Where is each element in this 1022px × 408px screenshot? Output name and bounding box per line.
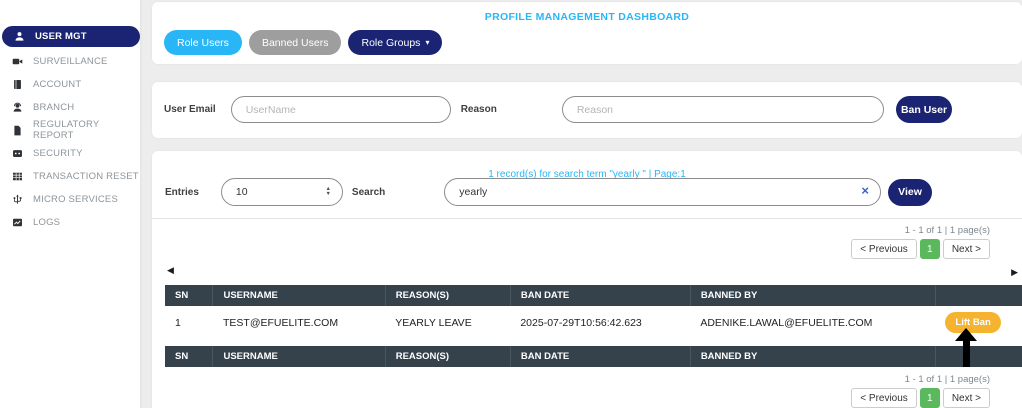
lift-ban-button[interactable]: Lift Ban	[945, 312, 1001, 333]
sidebar-item-user-mgt[interactable]: USER MGT	[2, 26, 140, 47]
security-icon	[12, 148, 23, 159]
clear-search-icon[interactable]: ×	[861, 183, 869, 198]
col-username: USERNAME	[212, 285, 386, 306]
file-icon	[12, 125, 23, 136]
page-number-button[interactable]: 1	[919, 388, 940, 408]
sidebar-item-label: USER MGT	[35, 31, 87, 42]
spinner-icon: ▲ ▼	[325, 186, 331, 197]
sidebar-item-account[interactable]: ACCOUNT	[0, 73, 140, 95]
sidebar-item-logs[interactable]: LOGS	[0, 211, 140, 233]
sidebar-item-transaction-reset[interactable]: TRANSACTION RESET	[0, 165, 140, 187]
table-footer-row: SN USERNAME REASON(S) BAN DATE BANNED BY	[165, 339, 1022, 367]
cell-reason: YEARLY LEAVE	[385, 306, 511, 343]
reason-field[interactable]	[561, 96, 884, 124]
banned-users-table: SN USERNAME REASON(S) BAN DATE BANNED BY…	[165, 285, 1022, 367]
header-card: PROFILE MANAGEMENT DASHBOARD Role Users …	[152, 2, 1022, 64]
col-reasons: REASON(S)	[385, 285, 511, 306]
pagination-summary: 1 - 1 of 1 | 1 page(s)	[904, 374, 990, 385]
grid-icon	[12, 171, 23, 182]
search-input[interactable]	[444, 178, 881, 206]
page-number-button[interactable]: 1	[919, 239, 940, 259]
pagination-bottom: 1 - 1 of 1 | 1 page(s) < Previous 1 Next…	[165, 374, 1022, 408]
annotation-arrow-up	[955, 328, 977, 367]
entries-select[interactable]: 10 ▲ ▼	[220, 178, 343, 206]
section-divider	[152, 218, 1022, 219]
col-banned-by: BANNED BY	[690, 285, 936, 306]
user-email-field[interactable]	[230, 96, 451, 124]
sidebar-item-regulatory-report[interactable]: REGULATORY REPORT	[0, 119, 140, 141]
sidebar-item-label: SECURITY	[33, 147, 83, 159]
scroll-left-icon[interactable]: ◀	[167, 265, 174, 275]
ban-user-form: User Email Reason Ban User	[152, 81, 1022, 138]
search-label: Search	[351, 186, 386, 198]
pagination-summary: 1 - 1 of 1 | 1 page(s)	[904, 225, 990, 236]
camera-icon	[12, 56, 23, 67]
sidebar-item-label: TRANSACTION RESET	[33, 170, 139, 182]
sidebar-item-surveillance[interactable]: SURVEILLANCE	[0, 50, 140, 72]
sidebar-item-label: REGULATORY REPORT	[33, 119, 100, 141]
view-button[interactable]: View	[888, 178, 932, 206]
book-icon	[12, 79, 23, 90]
cell-username: TEST@EFUELITE.COM	[212, 306, 386, 343]
entries-select-value: 10	[235, 186, 248, 198]
banned-users-button[interactable]: Banned Users	[248, 30, 342, 55]
user-icon	[14, 31, 25, 42]
search-field-wrap: ×	[444, 178, 881, 206]
reason-label: Reason	[460, 104, 497, 116]
sidebar-item-label: SURVEILLANCE	[33, 55, 108, 67]
sidebar-item-micro-services[interactable]: MICRO SERVICES	[0, 188, 140, 210]
sidebar-item-security[interactable]: SECURITY	[0, 142, 140, 164]
next-page-button[interactable]: Next >	[942, 239, 990, 259]
role-users-button[interactable]: Role Users	[164, 30, 242, 55]
sidebar-item-branch[interactable]: BRANCH	[0, 96, 140, 118]
table-header-row: SN USERNAME REASON(S) BAN DATE BANNED BY	[165, 285, 1022, 306]
pagination-top: 1 - 1 of 1 | 1 page(s) < Previous 1 Next…	[165, 225, 1022, 259]
sidebar-item-label: MICRO SERVICES	[33, 193, 118, 205]
sidebar-item-label: ACCOUNT	[33, 78, 82, 90]
cell-sn: 1	[165, 306, 213, 343]
col-ban-date: BAN DATE	[510, 285, 691, 306]
sidebar-item-label: LOGS	[33, 216, 61, 228]
sidebar: USER MGT SURVEILLANCE ACCOUNT BRANCH REG…	[0, 0, 140, 408]
role-tabs: Role Users Banned Users Role Groups ▾	[152, 30, 1022, 55]
table-row: 1 TEST@EFUELITE.COM YEARLY LEAVE 2025-07…	[165, 306, 1022, 343]
chart-icon	[12, 217, 23, 228]
previous-page-button[interactable]: < Previous	[851, 388, 917, 408]
cell-ban-date: 2025-07-29T10:56:42.623	[510, 306, 691, 343]
usb-icon	[12, 194, 23, 205]
main-content: PROFILE MANAGEMENT DASHBOARD Role Users …	[152, 0, 1022, 408]
record-info: 1 record(s) for search term "yearly " | …	[488, 169, 686, 180]
user-email-label: User Email	[164, 104, 216, 116]
next-page-button[interactable]: Next >	[942, 388, 990, 408]
role-groups-dropdown-button[interactable]: Role Groups ▾	[348, 30, 443, 55]
ban-user-button[interactable]: Ban User	[896, 96, 952, 124]
sidebar-item-label: BRANCH	[33, 101, 75, 113]
chevron-down-icon: ▾	[425, 37, 430, 47]
col-sn: SN	[165, 285, 214, 306]
page-title: PROFILE MANAGEMENT DASHBOARD	[484, 11, 690, 23]
col-action	[935, 285, 1022, 306]
table-controls: Entries 10 ▲▼ Search × View	[165, 178, 1022, 206]
banned-users-table-card: 1 record(s) for search term "yearly " | …	[152, 151, 1022, 408]
cell-banned-by: ADENIKE.LAWAL@EFUELITE.COM	[690, 306, 936, 343]
support-icon	[12, 102, 23, 113]
entries-label: Entries	[165, 186, 199, 198]
scroll-right-icon[interactable]: ▶	[1011, 267, 1018, 277]
cell-action: Lift Ban	[935, 306, 1022, 343]
previous-page-button[interactable]: < Previous	[851, 239, 917, 259]
